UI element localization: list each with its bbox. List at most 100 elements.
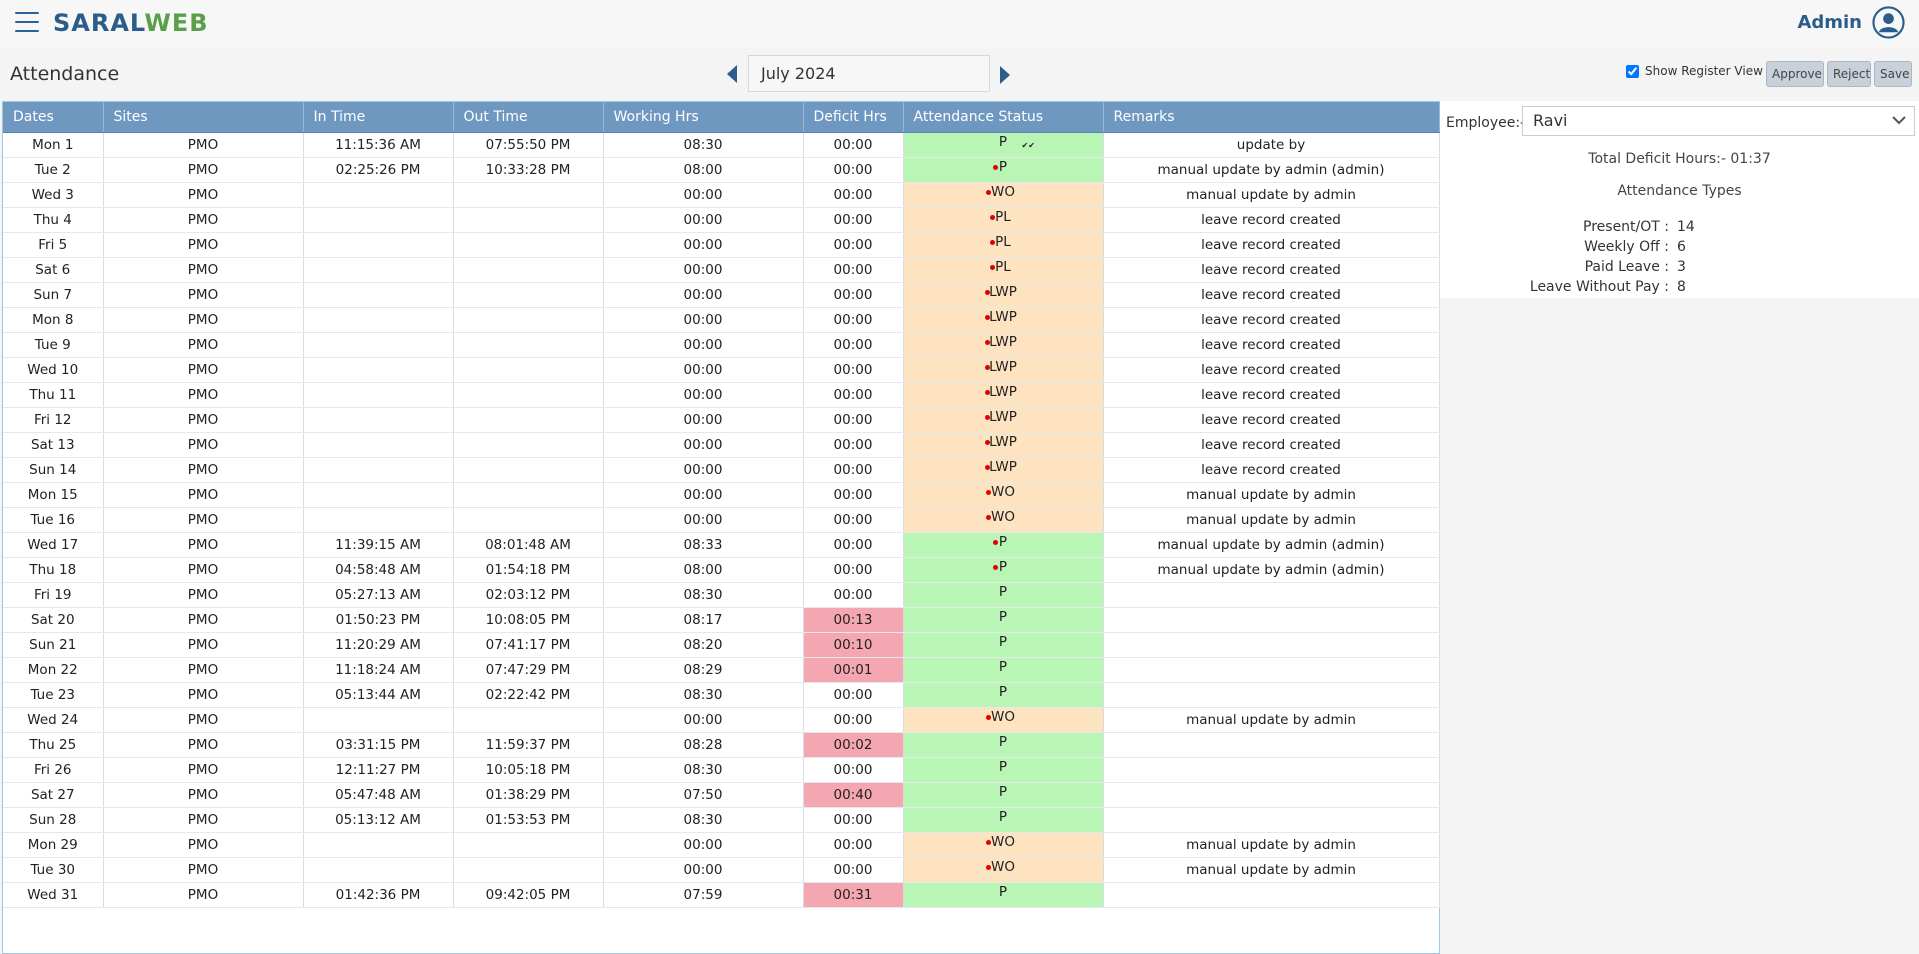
table-row[interactable]: Mon 1 PMO 11:15:36 AM 07:55:50 PM 08:30 00:00…: [3, 132, 1440, 158]
table-row[interactable]: Tue 2 PMO 02:25:26 PM 10:33:28 PM 08:00 00:00…: [3, 157, 1440, 183]
in-time-cell: [303, 457, 454, 483]
table-row[interactable]: Fri 19 PMO 05:27:13 AM 02:03:12 PM 08:30 00:0…: [3, 582, 1440, 608]
table-row[interactable]: Mon 15 PMO 00:00 00:00 WO manual update by ad…: [3, 482, 1440, 508]
attendance-types-title: Attendance Types: [1617, 183, 1742, 199]
table-row[interactable]: Sat 6 PMO 00:00 00:00 PL leave record created: [3, 257, 1440, 283]
table-row[interactable]: Wed 3 PMO 00:00 00:00 WO manual update by adm…: [3, 182, 1440, 208]
column-header[interactable]: Deficit Hrs: [803, 102, 904, 133]
working-hrs-cell: 08:30: [603, 582, 804, 608]
table-row[interactable]: Tue 30 PMO 00:00 00:00 WO manual update by ad…: [3, 857, 1440, 883]
month-picker[interactable]: July 2024: [748, 55, 990, 92]
attendance-status-cell[interactable]: P: [903, 757, 1104, 783]
remarks-cell: [1103, 782, 1440, 808]
attendance-status-cell[interactable]: P: [903, 782, 1104, 808]
table-row[interactable]: Mon 8 PMO 00:00 00:00 LWP leave record create…: [3, 307, 1440, 333]
table-row[interactable]: Sun 14 PMO 00:00 00:00 LWP leave record creat…: [3, 457, 1440, 483]
table-row[interactable]: Wed 10 PMO 00:00 00:00 LWP leave record creat…: [3, 357, 1440, 383]
attendance-status-cell[interactable]: P: [903, 882, 1104, 908]
table-row[interactable]: Sat 27 PMO 05:47:48 AM 01:38:29 PM 07:50 00:4…: [3, 782, 1440, 808]
prev-month-icon[interactable]: [725, 63, 739, 85]
attendance-status-cell[interactable]: P: [903, 657, 1104, 683]
attendance-status-cell[interactable]: LWP: [903, 432, 1104, 458]
table-row[interactable]: Wed 31 PMO 01:42:36 PM 09:42:05 PM 07:59 00:3…: [3, 882, 1440, 908]
table-row[interactable]: Mon 22 PMO 11:18:24 AM 07:47:29 PM 08:29 00:0…: [3, 657, 1440, 683]
attendance-status-cell[interactable]: LWP: [903, 357, 1104, 383]
attendance-status-cell[interactable]: WO: [903, 707, 1104, 733]
table-row[interactable]: Mon 29 PMO 00:00 00:00 WO manual update by ad…: [3, 832, 1440, 858]
save-button[interactable]: Save: [1874, 61, 1912, 87]
attendance-status-cell[interactable]: PL: [903, 257, 1104, 283]
table-row[interactable]: Sun 28 PMO 05:13:12 AM 01:53:53 PM 08:30 00:0…: [3, 807, 1440, 833]
working-hrs-cell: 00:00: [603, 707, 804, 733]
attendance-status-cell[interactable]: P: [903, 732, 1104, 758]
column-header[interactable]: Working Hrs: [603, 102, 804, 133]
attendance-status-cell[interactable]: WO: [903, 507, 1104, 533]
attendance-status-cell[interactable]: P: [903, 632, 1104, 658]
attendance-status-cell[interactable]: LWP: [903, 407, 1104, 433]
approve-button[interactable]: Approve: [1766, 61, 1824, 87]
table-row[interactable]: Thu 11 PMO 00:00 00:00 LWP leave record creat…: [3, 382, 1440, 408]
date-cell: Tue 30: [3, 857, 104, 883]
reject-button[interactable]: Reject: [1827, 61, 1871, 87]
column-header[interactable]: Attendance Status: [903, 102, 1104, 133]
attendance-status-cell[interactable]: PL: [903, 207, 1104, 233]
show-register-view-toggle[interactable]: Show Register View: [1626, 64, 1763, 78]
out-time-cell: [453, 207, 604, 233]
attendance-status-cell[interactable]: WO: [903, 482, 1104, 508]
attendance-status-cell[interactable]: P ✔✔: [903, 132, 1104, 158]
deficit-hrs-cell: 00:13: [803, 607, 904, 633]
table-row[interactable]: Sat 20 PMO 01:50:23 PM 10:08:05 PM 08:17 00:1…: [3, 607, 1440, 633]
table-row[interactable]: Fri 5 PMO 00:00 00:00 PL leave record created: [3, 232, 1440, 258]
attendance-status-cell[interactable]: P: [903, 532, 1104, 558]
column-header[interactable]: Remarks: [1103, 102, 1440, 133]
column-header[interactable]: Out Time: [453, 102, 604, 133]
user-avatar-icon[interactable]: [1872, 6, 1905, 39]
column-header[interactable]: Sites: [103, 102, 304, 133]
table-row[interactable]: Fri 12 PMO 00:00 00:00 LWP leave record creat…: [3, 407, 1440, 433]
attendance-status-cell[interactable]: LWP: [903, 282, 1104, 308]
table-row[interactable]: Fri 26 PMO 12:11:27 PM 10:05:18 PM 08:30 00:0…: [3, 757, 1440, 783]
column-header[interactable]: In Time: [303, 102, 454, 133]
attendance-status-cell[interactable]: LWP: [903, 307, 1104, 333]
attendance-status-cell[interactable]: P: [903, 607, 1104, 633]
deficit-hrs-cell: 00:00: [803, 682, 904, 708]
attendance-status-cell[interactable]: P: [903, 557, 1104, 583]
next-month-icon[interactable]: [998, 64, 1012, 86]
attendance-status-cell[interactable]: LWP: [903, 332, 1104, 358]
column-header[interactable]: Dates: [3, 102, 104, 133]
table-row[interactable]: Thu 4 PMO 00:00 00:00 PL leave record created: [3, 207, 1440, 233]
app-logo[interactable]: SARALWEB: [53, 9, 209, 37]
attendance-status-label: P: [998, 758, 1008, 775]
page-title: Attendance: [10, 63, 120, 85]
table-row[interactable]: Tue 16 PMO 00:00 00:00 WO manual update by ad…: [3, 507, 1440, 533]
deficit-hrs-cell: 00:00: [803, 432, 904, 458]
table-row[interactable]: Thu 25 PMO 03:31:15 PM 11:59:37 PM 08:28 00:0…: [3, 732, 1440, 758]
table-row[interactable]: Wed 24 PMO 00:00 00:00 WO manual update by ad…: [3, 707, 1440, 733]
table-row[interactable]: Thu 18 PMO 04:58:48 AM 01:54:18 PM 08:00 00:0…: [3, 557, 1440, 583]
in-time-cell: [303, 182, 454, 208]
attendance-status-cell[interactable]: P: [903, 807, 1104, 833]
table-row[interactable]: Sun 21 PMO 11:20:29 AM 07:41:17 PM 08:20 00:1…: [3, 632, 1440, 658]
in-time-cell: [303, 407, 454, 433]
employee-select[interactable]: Ravi: [1522, 106, 1915, 136]
attendance-status-cell[interactable]: P: [903, 582, 1104, 608]
attendance-status-cell[interactable]: LWP: [903, 457, 1104, 483]
attendance-status-cell[interactable]: WO: [903, 832, 1104, 858]
show-register-view-checkbox[interactable]: [1626, 64, 1639, 78]
table-row[interactable]: Tue 23 PMO 05:13:44 AM 02:22:42 PM 08:30 00:0…: [3, 682, 1440, 708]
table-row[interactable]: Sat 13 PMO 00:00 00:00 LWP leave record creat…: [3, 432, 1440, 458]
attendance-type-count: 8: [1677, 279, 1686, 295]
attendance-status-cell[interactable]: P: [903, 157, 1104, 183]
out-time-cell: 10:33:28 PM: [453, 157, 604, 183]
menu-icon[interactable]: [15, 12, 39, 34]
table-row[interactable]: Wed 17 PMO 11:39:15 AM 08:01:48 AM 08:33 00:0…: [3, 532, 1440, 558]
attendance-status-cell[interactable]: LWP: [903, 382, 1104, 408]
attendance-status-cell[interactable]: PL: [903, 232, 1104, 258]
date-cell: Tue 23: [3, 682, 104, 708]
attendance-status-cell[interactable]: WO: [903, 182, 1104, 208]
user-menu[interactable]: Admin: [1797, 6, 1905, 39]
attendance-status-cell[interactable]: WO: [903, 857, 1104, 883]
table-row[interactable]: Sun 7 PMO 00:00 00:00 LWP leave record create…: [3, 282, 1440, 308]
attendance-status-cell[interactable]: P: [903, 682, 1104, 708]
table-row[interactable]: Tue 9 PMO 00:00 00:00 LWP leave record create…: [3, 332, 1440, 358]
